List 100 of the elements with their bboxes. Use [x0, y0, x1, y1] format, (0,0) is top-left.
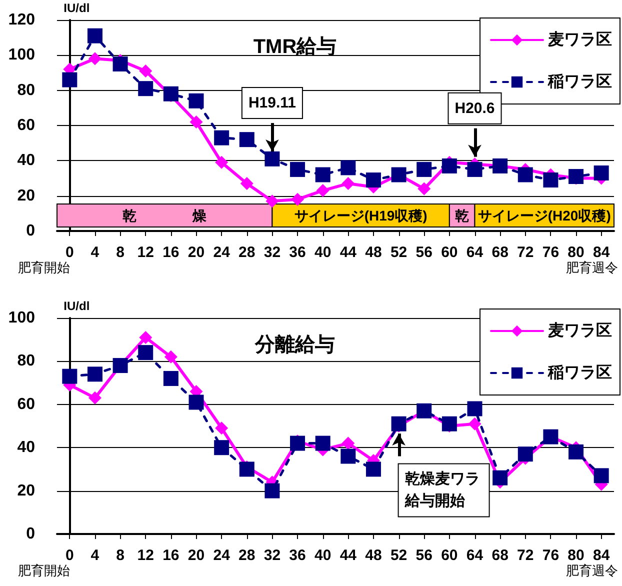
legend-label: 稲ワラ区 — [547, 364, 612, 382]
point — [340, 448, 356, 464]
x-axis-title: 肥育週令 — [566, 563, 618, 578]
x-tick-label: 40 — [314, 547, 332, 564]
annotation: H20.6 — [454, 100, 495, 117]
x-tick-label: 20 — [188, 547, 205, 564]
point — [138, 81, 154, 96]
x-tick-label: 28 — [238, 244, 256, 261]
y-tick-label: 120 — [8, 12, 36, 28]
x-tick-label: 56 — [416, 244, 432, 261]
x-tick-label: 76 — [542, 244, 560, 261]
x-tick-label: 4 — [90, 547, 100, 564]
x-tick-label: 40 — [314, 244, 332, 261]
point — [163, 370, 178, 386]
point — [391, 416, 406, 432]
y-axis-title: IU/dl — [64, 1, 90, 15]
band-label: 乾 燥 — [122, 208, 207, 224]
y-tick-label: 100 — [8, 46, 36, 64]
point — [215, 156, 228, 169]
point — [240, 177, 254, 190]
point — [163, 86, 178, 102]
x-tick-label: 72 — [517, 244, 534, 261]
point — [188, 93, 204, 108]
x-tick-label: 0 — [65, 547, 74, 564]
x-tick-label: 12 — [137, 244, 154, 261]
annotation: H19.11 — [248, 94, 296, 112]
point — [215, 422, 228, 435]
x-tick-label: 28 — [238, 547, 256, 564]
x-tick-label: 72 — [517, 547, 534, 564]
band-label: サイレージ(H19収穫) — [294, 208, 428, 224]
point — [112, 56, 128, 72]
point — [139, 64, 152, 78]
x-tick-label: 80 — [568, 547, 584, 564]
point — [543, 172, 558, 188]
y-tick-label: 40 — [17, 152, 36, 170]
x-tick-label: 44 — [340, 547, 358, 564]
y-tick-label: 0 — [26, 526, 36, 542]
point — [87, 28, 102, 44]
point — [214, 440, 230, 456]
y-axis-title: IU/dl — [64, 299, 90, 313]
point — [291, 192, 304, 206]
x-tick-label: 36 — [289, 244, 306, 261]
x-tick-label: 80 — [568, 244, 584, 261]
x-tick-label: 76 — [542, 547, 560, 564]
x-tick-label: 60 — [441, 547, 458, 564]
point — [188, 394, 204, 410]
x-tick-label: 44 — [340, 244, 358, 261]
y-tick-label: 20 — [17, 482, 36, 500]
x-tick-label: 36 — [289, 547, 306, 564]
x-tick-label: 60 — [441, 244, 458, 261]
y-tick-label: 80 — [17, 82, 36, 99]
band-label: 乾 — [455, 208, 470, 224]
point — [467, 401, 482, 416]
point — [88, 391, 102, 404]
x-tick-label: 84 — [592, 244, 610, 261]
point — [87, 366, 102, 382]
legend-label: 麦ワラ区 — [547, 30, 612, 48]
text: 肥育開始 — [18, 260, 70, 275]
annotation: 乾燥麦ワラ給与開始 — [404, 470, 480, 510]
y-tick-label: 60 — [17, 117, 36, 134]
x-tick-label: 24 — [213, 244, 231, 261]
x-tick-label: 32 — [264, 547, 281, 564]
y-tick-label: 60 — [17, 396, 36, 413]
x-tick-label: 48 — [365, 244, 382, 261]
y-tick-label: 0 — [26, 222, 36, 240]
point — [290, 162, 306, 177]
point — [418, 182, 431, 196]
point — [138, 345, 154, 360]
point — [239, 462, 254, 477]
text: TMR給与 — [253, 36, 337, 58]
point — [62, 72, 78, 88]
x-tick-label: 16 — [162, 244, 180, 261]
x-tick-label: 16 — [162, 547, 180, 564]
band-label: サイレージ(H20収穫) — [478, 208, 611, 224]
legend-label: 麦ワラ区 — [547, 322, 612, 340]
point — [266, 194, 279, 208]
point — [366, 462, 381, 477]
point — [342, 436, 355, 450]
point — [468, 417, 482, 430]
point — [568, 168, 584, 184]
point — [416, 162, 432, 177]
point — [62, 368, 78, 384]
point — [316, 184, 330, 198]
x-tick-label: 20 — [188, 244, 205, 261]
x-tick-label: 52 — [390, 547, 408, 564]
point — [214, 130, 230, 146]
x-tick-label: 64 — [466, 547, 484, 564]
point — [467, 162, 482, 177]
point — [342, 177, 355, 190]
x-axis-title: 肥育週令 — [566, 260, 618, 275]
legend-label: 稲ワラ区 — [547, 74, 612, 90]
x-tick-label: 68 — [492, 547, 508, 564]
x-tick-label: 4 — [90, 244, 100, 261]
point — [315, 436, 330, 451]
x-tick-label: 68 — [492, 244, 508, 261]
x-tick-label: 52 — [390, 244, 408, 261]
text: 分離給与 — [254, 334, 335, 356]
point — [239, 132, 254, 148]
point — [340, 160, 356, 176]
point — [315, 167, 330, 182]
